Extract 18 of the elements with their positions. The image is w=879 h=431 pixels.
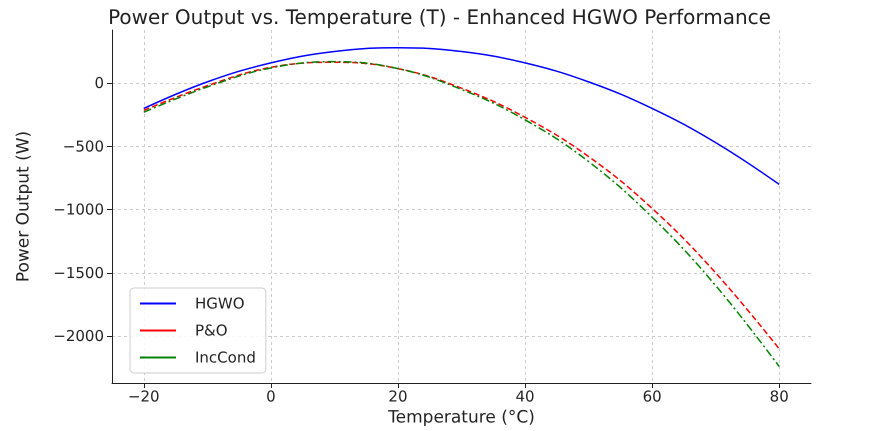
legend-label: HGWO bbox=[195, 294, 245, 312]
chart-title: Power Output vs. Temperature (T) - Enhanced HGWO Performance bbox=[108, 5, 771, 29]
x-tick-label: 20 bbox=[388, 388, 408, 406]
y-tick-label: −1000 bbox=[53, 200, 104, 219]
x-tick-label: −20 bbox=[128, 388, 160, 406]
legend-label: P&O bbox=[195, 322, 228, 340]
y-tick-label: 0 bbox=[94, 74, 104, 92]
x-tick-label: 0 bbox=[266, 388, 276, 406]
x-tick-label: 60 bbox=[642, 388, 662, 406]
y-tick-label: −1500 bbox=[53, 264, 104, 282]
x-axis-title: Temperature (°C) bbox=[387, 407, 535, 428]
legend-label: IncCond bbox=[195, 348, 256, 366]
y-tick-label: −2000 bbox=[53, 327, 104, 346]
y-tick-label: −500 bbox=[62, 137, 104, 156]
x-tick-label: 80 bbox=[770, 388, 789, 406]
y-axis-title: Power Output (W) bbox=[14, 130, 34, 282]
line-series bbox=[143, 46, 780, 186]
x-tick-label: 40 bbox=[516, 388, 535, 406]
